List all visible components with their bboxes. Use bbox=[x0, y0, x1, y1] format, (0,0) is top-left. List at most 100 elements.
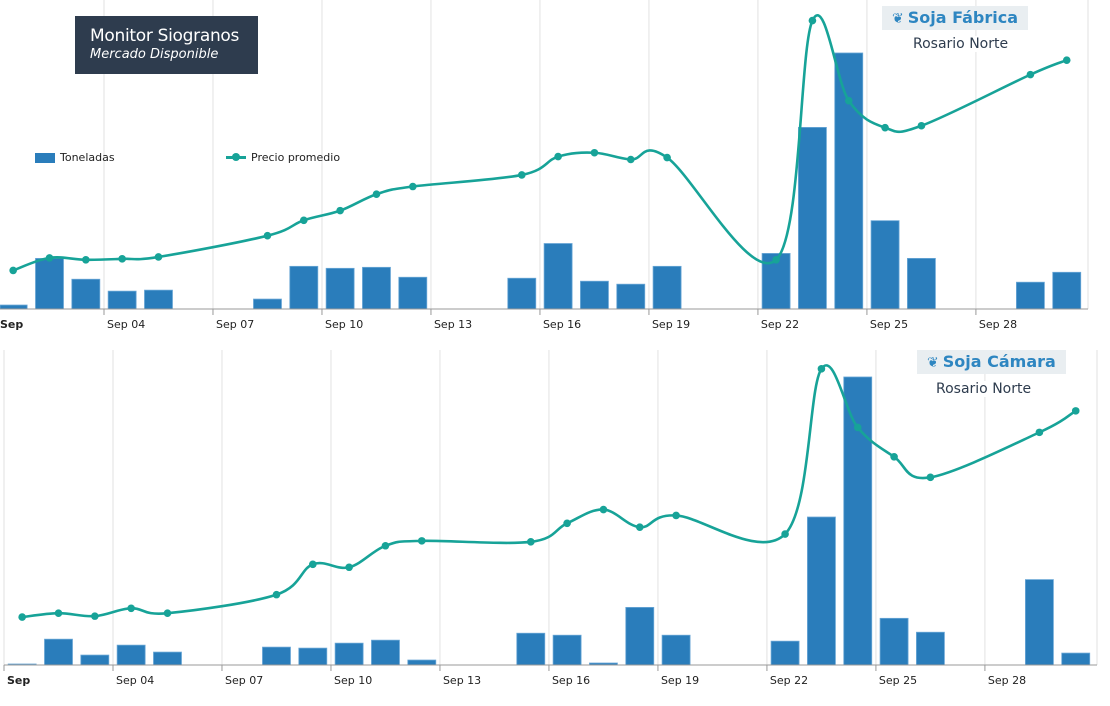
bar-sep-09[interactable] bbox=[298, 647, 328, 666]
bar-sep-10[interactable] bbox=[325, 267, 355, 310]
price-point-sep-18[interactable] bbox=[635, 523, 644, 531]
x-tick-label: Sep 19 bbox=[661, 674, 699, 687]
x-tick-label: Sep 13 bbox=[434, 318, 472, 331]
price-point-sep-12[interactable] bbox=[408, 182, 417, 191]
price-point-sep-15[interactable] bbox=[517, 171, 526, 179]
x-tick-label: Sep 22 bbox=[770, 674, 808, 687]
x-tick-label: Sep bbox=[0, 318, 23, 331]
bar-sep-10[interactable] bbox=[334, 642, 364, 666]
x-tick-label: Sep 16 bbox=[543, 318, 581, 331]
bar-sep-25[interactable] bbox=[879, 617, 909, 666]
price-point-sep-15[interactable] bbox=[526, 538, 535, 546]
bar-sep-02[interactable] bbox=[44, 638, 73, 666]
bar-sep-16[interactable] bbox=[543, 243, 573, 310]
brand-box: Monitor Siogranos Mercado Disponible bbox=[75, 16, 258, 74]
price-point-sep-17[interactable] bbox=[599, 505, 608, 514]
price-point-sep-02[interactable] bbox=[54, 609, 63, 617]
price-point-sep-30[interactable] bbox=[1062, 56, 1071, 64]
bar-sep-17[interactable] bbox=[580, 280, 609, 310]
bar-sep-26[interactable] bbox=[907, 257, 936, 310]
bar-sep-18[interactable] bbox=[625, 606, 655, 666]
bar-sep-23[interactable] bbox=[807, 516, 836, 666]
bar-sep-11[interactable] bbox=[371, 639, 400, 666]
price-point-sep-02[interactable] bbox=[45, 254, 54, 262]
bar-sep-29[interactable] bbox=[1016, 281, 1045, 310]
price-point-sep-19[interactable] bbox=[672, 511, 680, 520]
price-point-sep-18[interactable] bbox=[626, 155, 635, 164]
price-point-sep-04[interactable] bbox=[118, 255, 126, 263]
chart-soja-fabrica: Sep Sep 04 Sep 07 Sep 10 Sep 13 Sep 16 Sep 19 S… bbox=[0, 0, 1110, 345]
price-point-sep-22[interactable] bbox=[772, 256, 780, 264]
legend-label-toneladas: Toneladas bbox=[60, 151, 115, 164]
bar-sep-04[interactable] bbox=[107, 290, 137, 310]
bar-swatch-icon bbox=[35, 152, 55, 163]
bar-sep-25[interactable] bbox=[870, 220, 900, 310]
price-point-sep-05[interactable] bbox=[163, 609, 172, 617]
price-point-sep-01[interactable] bbox=[18, 613, 26, 621]
bar-sep-03[interactable] bbox=[80, 654, 110, 666]
price-point-sep-10[interactable] bbox=[345, 563, 353, 572]
price-point-sep-03[interactable] bbox=[91, 612, 99, 620]
price-point-sep-25[interactable] bbox=[890, 453, 898, 461]
price-point-sep-19[interactable] bbox=[663, 153, 671, 162]
legend: Toneladas Precio promedio bbox=[0, 151, 400, 171]
bar-sep-05[interactable] bbox=[144, 289, 173, 310]
x-tick-label: Sep 13 bbox=[443, 674, 481, 687]
price-point-sep-09[interactable] bbox=[300, 216, 308, 225]
price-point-sep-23[interactable] bbox=[808, 16, 817, 25]
price-point-sep-11[interactable] bbox=[381, 541, 390, 550]
price-point-sep-22[interactable] bbox=[781, 530, 789, 538]
bar-sep-04[interactable] bbox=[116, 644, 146, 666]
price-point-sep-11[interactable] bbox=[372, 190, 381, 199]
bar-sep-16[interactable] bbox=[552, 634, 582, 666]
bar-sep-02[interactable] bbox=[35, 257, 64, 310]
price-point-sep-26[interactable] bbox=[926, 473, 935, 482]
bar-sep-08[interactable] bbox=[253, 298, 282, 310]
bar-sep-30[interactable] bbox=[1052, 271, 1082, 310]
price-point-sep-23[interactable] bbox=[817, 365, 826, 373]
x-tick-label: Sep 16 bbox=[552, 674, 590, 687]
bar-sep-30[interactable] bbox=[1061, 652, 1091, 666]
bar-sep-01[interactable] bbox=[0, 304, 28, 310]
price-point-sep-10[interactable] bbox=[336, 206, 344, 215]
price-point-sep-12[interactable] bbox=[417, 537, 426, 545]
price-point-sep-17[interactable] bbox=[590, 148, 599, 157]
price-point-sep-16[interactable] bbox=[554, 152, 562, 161]
price-point-sep-09[interactable] bbox=[309, 560, 317, 569]
bar-sep-05[interactable] bbox=[153, 651, 182, 666]
bar-sep-24[interactable] bbox=[843, 376, 873, 666]
bar-sep-22[interactable] bbox=[770, 640, 800, 666]
price-point-sep-24[interactable] bbox=[853, 423, 862, 432]
price-point-sep-08[interactable] bbox=[263, 231, 272, 240]
x-tick-label: Sep 19 bbox=[652, 318, 690, 331]
bar-sep-11[interactable] bbox=[362, 266, 391, 310]
price-point-sep-24[interactable] bbox=[844, 96, 853, 105]
bar-sep-18[interactable] bbox=[616, 283, 646, 310]
price-point-sep-04[interactable] bbox=[127, 604, 135, 613]
bar-sep-26[interactable] bbox=[916, 631, 945, 666]
bar-sep-19[interactable] bbox=[661, 634, 691, 666]
price-point-sep-25[interactable] bbox=[881, 123, 889, 132]
bar-sep-08[interactable] bbox=[262, 646, 291, 666]
bar-sep-09[interactable] bbox=[289, 265, 319, 310]
bar-sep-12[interactable] bbox=[398, 276, 428, 310]
price-point-sep-30[interactable] bbox=[1071, 407, 1080, 415]
price-point-sep-08[interactable] bbox=[272, 590, 281, 599]
price-point-sep-29[interactable] bbox=[1026, 70, 1035, 79]
price-point-sep-26[interactable] bbox=[917, 121, 926, 130]
legend-item-precio[interactable]: Precio promedio bbox=[226, 151, 340, 164]
price-point-sep-29[interactable] bbox=[1035, 428, 1044, 437]
bar-sep-03[interactable] bbox=[71, 278, 101, 310]
bar-sep-29[interactable] bbox=[1025, 579, 1054, 666]
price-point-sep-16[interactable] bbox=[563, 519, 571, 528]
bar-sep-24[interactable] bbox=[834, 52, 864, 310]
price-point-sep-01[interactable] bbox=[9, 266, 17, 275]
bar-sep-19[interactable] bbox=[652, 265, 682, 310]
price-point-sep-05[interactable] bbox=[154, 253, 163, 261]
legend-item-toneladas[interactable]: Toneladas bbox=[35, 151, 115, 164]
bar-sep-15[interactable] bbox=[516, 632, 546, 666]
bar-sep-23[interactable] bbox=[798, 127, 827, 310]
price-point-sep-03[interactable] bbox=[82, 256, 90, 264]
bar-sep-15[interactable] bbox=[507, 277, 537, 310]
bar-sep-12[interactable] bbox=[407, 659, 437, 666]
